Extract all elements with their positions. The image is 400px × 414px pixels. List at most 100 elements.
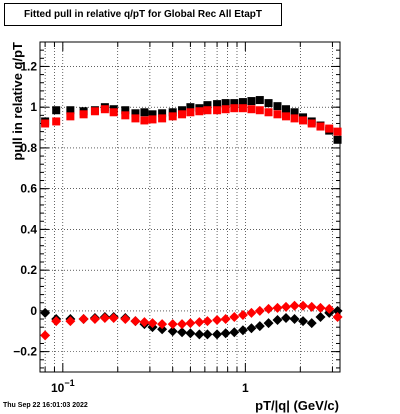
tick-labels: −0.2 0 0.2 0.4 0.6 0.8 1 1.2 10−1 1: [13, 59, 249, 395]
data-point: [178, 106, 187, 115]
data-point: [306, 301, 317, 312]
data-point: [79, 110, 88, 119]
data-point: [168, 112, 177, 121]
data-point: [282, 105, 291, 114]
data-point: [290, 114, 299, 123]
data-point: [255, 106, 264, 115]
data-point: [89, 314, 100, 325]
data-point: [298, 316, 309, 327]
data-point: [272, 315, 283, 326]
data-point: [51, 316, 62, 327]
data-point: [246, 307, 257, 318]
data-point: [289, 300, 300, 311]
data-points: [40, 96, 343, 341]
data-point: [333, 127, 342, 136]
data-point: [121, 111, 130, 120]
data-point: [194, 329, 205, 340]
data-point: [263, 318, 274, 329]
data-point: [316, 122, 325, 131]
data-point: [212, 329, 223, 340]
data-point: [202, 316, 213, 327]
y-tick-label: 1.2: [20, 59, 37, 73]
data-point: [299, 116, 308, 125]
data-point: [139, 317, 150, 328]
data-point: [272, 302, 283, 313]
data-point: [148, 110, 157, 119]
data-point: [324, 303, 335, 314]
data-point: [108, 313, 119, 324]
data-point: [289, 314, 300, 325]
data-point: [90, 107, 99, 116]
data-point: [230, 104, 239, 113]
data-point: [247, 97, 256, 106]
data-point: [40, 330, 51, 341]
data-point: [315, 312, 326, 322]
data-point: [99, 313, 110, 324]
chart-title: Fitted pull in relative q/pT for Global …: [4, 3, 282, 26]
data-point: [140, 116, 149, 125]
data-point: [121, 106, 130, 115]
data-point: [246, 323, 257, 334]
x-tick-label: 10−1: [51, 378, 75, 395]
data-point: [66, 112, 75, 121]
data-point: [213, 100, 222, 109]
data-point: [130, 316, 141, 327]
data-point: [194, 317, 205, 328]
data-point: [229, 312, 240, 322]
data-point: [186, 108, 195, 117]
data-point: [220, 314, 231, 325]
data-point: [131, 114, 140, 123]
data-point: [203, 101, 212, 110]
data-point: [332, 305, 343, 316]
data-point: [315, 302, 326, 313]
y-tick-label: 0.2: [20, 263, 37, 277]
data-point: [131, 109, 140, 118]
x-tick-label: 1: [242, 381, 249, 395]
data-point: [52, 117, 61, 126]
data-point: [177, 327, 188, 338]
data-point: [325, 124, 334, 133]
data-point: [220, 328, 231, 339]
data-point: [177, 319, 188, 330]
data-point: [221, 105, 230, 114]
y-axis-title: pull in relative q/pT: [10, 42, 25, 161]
data-point: [66, 106, 75, 115]
data-point: [332, 312, 343, 322]
data-point: [65, 316, 76, 327]
y-tick-label: 0.8: [20, 141, 37, 155]
data-point: [255, 96, 264, 105]
timestamp: Thu Sep 22 16:01:03 2022: [3, 402, 88, 409]
y-tick-label: −0.2: [13, 345, 37, 359]
data-point: [78, 314, 89, 325]
data-point: [178, 110, 187, 119]
data-point: [229, 327, 240, 338]
data-point: [333, 135, 342, 144]
data-point: [157, 319, 168, 330]
data-point: [52, 106, 61, 115]
data-point: [185, 318, 196, 329]
data-point: [213, 106, 222, 115]
data-point: [254, 305, 265, 316]
data-point: [237, 309, 248, 320]
data-point: [140, 108, 149, 117]
data-point: [148, 115, 157, 124]
data-point: [186, 103, 195, 112]
data-point: [40, 307, 51, 318]
data-point: [290, 108, 299, 117]
data-point: [157, 324, 168, 335]
data-point: [167, 326, 178, 337]
data-point: [263, 303, 274, 314]
data-point: [202, 329, 213, 340]
data-point: [41, 119, 50, 128]
data-point: [247, 105, 256, 114]
data-point: [158, 114, 167, 123]
data-point: [167, 319, 178, 330]
data-point: [264, 99, 273, 108]
y-tick-label: 0: [30, 304, 37, 318]
data-point: [120, 314, 131, 325]
data-point: [298, 300, 309, 311]
data-point: [203, 106, 212, 115]
data-point: [109, 108, 118, 117]
data-point: [158, 109, 167, 118]
